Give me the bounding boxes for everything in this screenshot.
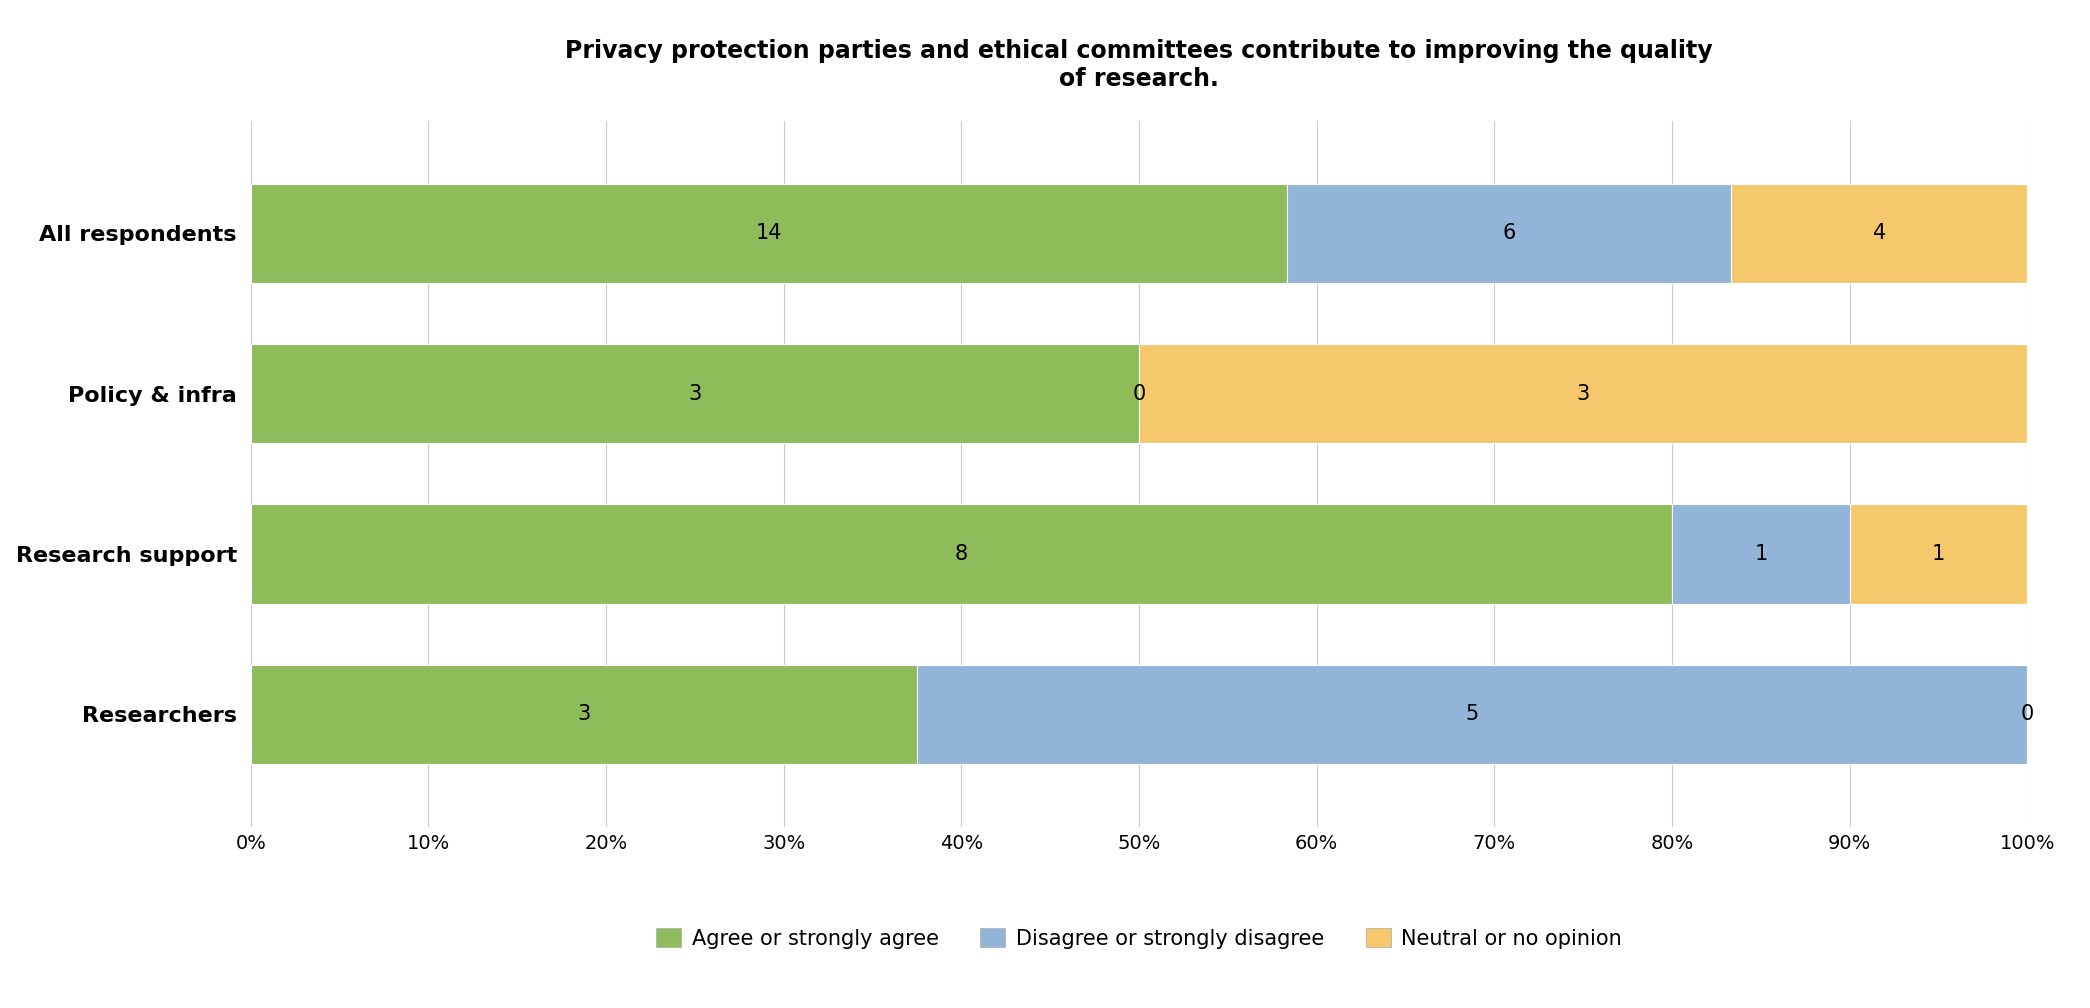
- Bar: [1672, 504, 1850, 604]
- Text: 0: 0: [2021, 705, 2034, 725]
- Text: 8: 8: [955, 544, 968, 563]
- Bar: [918, 664, 2027, 764]
- Title: Privacy protection parties and ethical committees contribute to improving the qu: Privacy protection parties and ethical c…: [564, 39, 1714, 92]
- Text: 1: 1: [1754, 544, 1768, 563]
- Text: 0: 0: [1133, 384, 1145, 403]
- Bar: [251, 344, 1139, 444]
- Text: 3: 3: [577, 705, 591, 725]
- Bar: [251, 664, 918, 764]
- Text: 6: 6: [1503, 223, 1515, 243]
- Text: 1: 1: [1931, 544, 1946, 563]
- Bar: [251, 504, 1672, 604]
- Text: 4: 4: [1873, 223, 1885, 243]
- Bar: [251, 183, 1287, 283]
- Legend: Agree or strongly agree, Disagree or strongly disagree, Neutral or no opinion: Agree or strongly agree, Disagree or str…: [648, 920, 1630, 958]
- Bar: [1139, 344, 2027, 444]
- Bar: [1850, 504, 2027, 604]
- Text: 3: 3: [688, 384, 702, 403]
- Text: 5: 5: [1465, 705, 1480, 725]
- Bar: [1287, 183, 1731, 283]
- Bar: [1731, 183, 2027, 283]
- Text: 3: 3: [1576, 384, 1590, 403]
- Text: 14: 14: [757, 223, 782, 243]
